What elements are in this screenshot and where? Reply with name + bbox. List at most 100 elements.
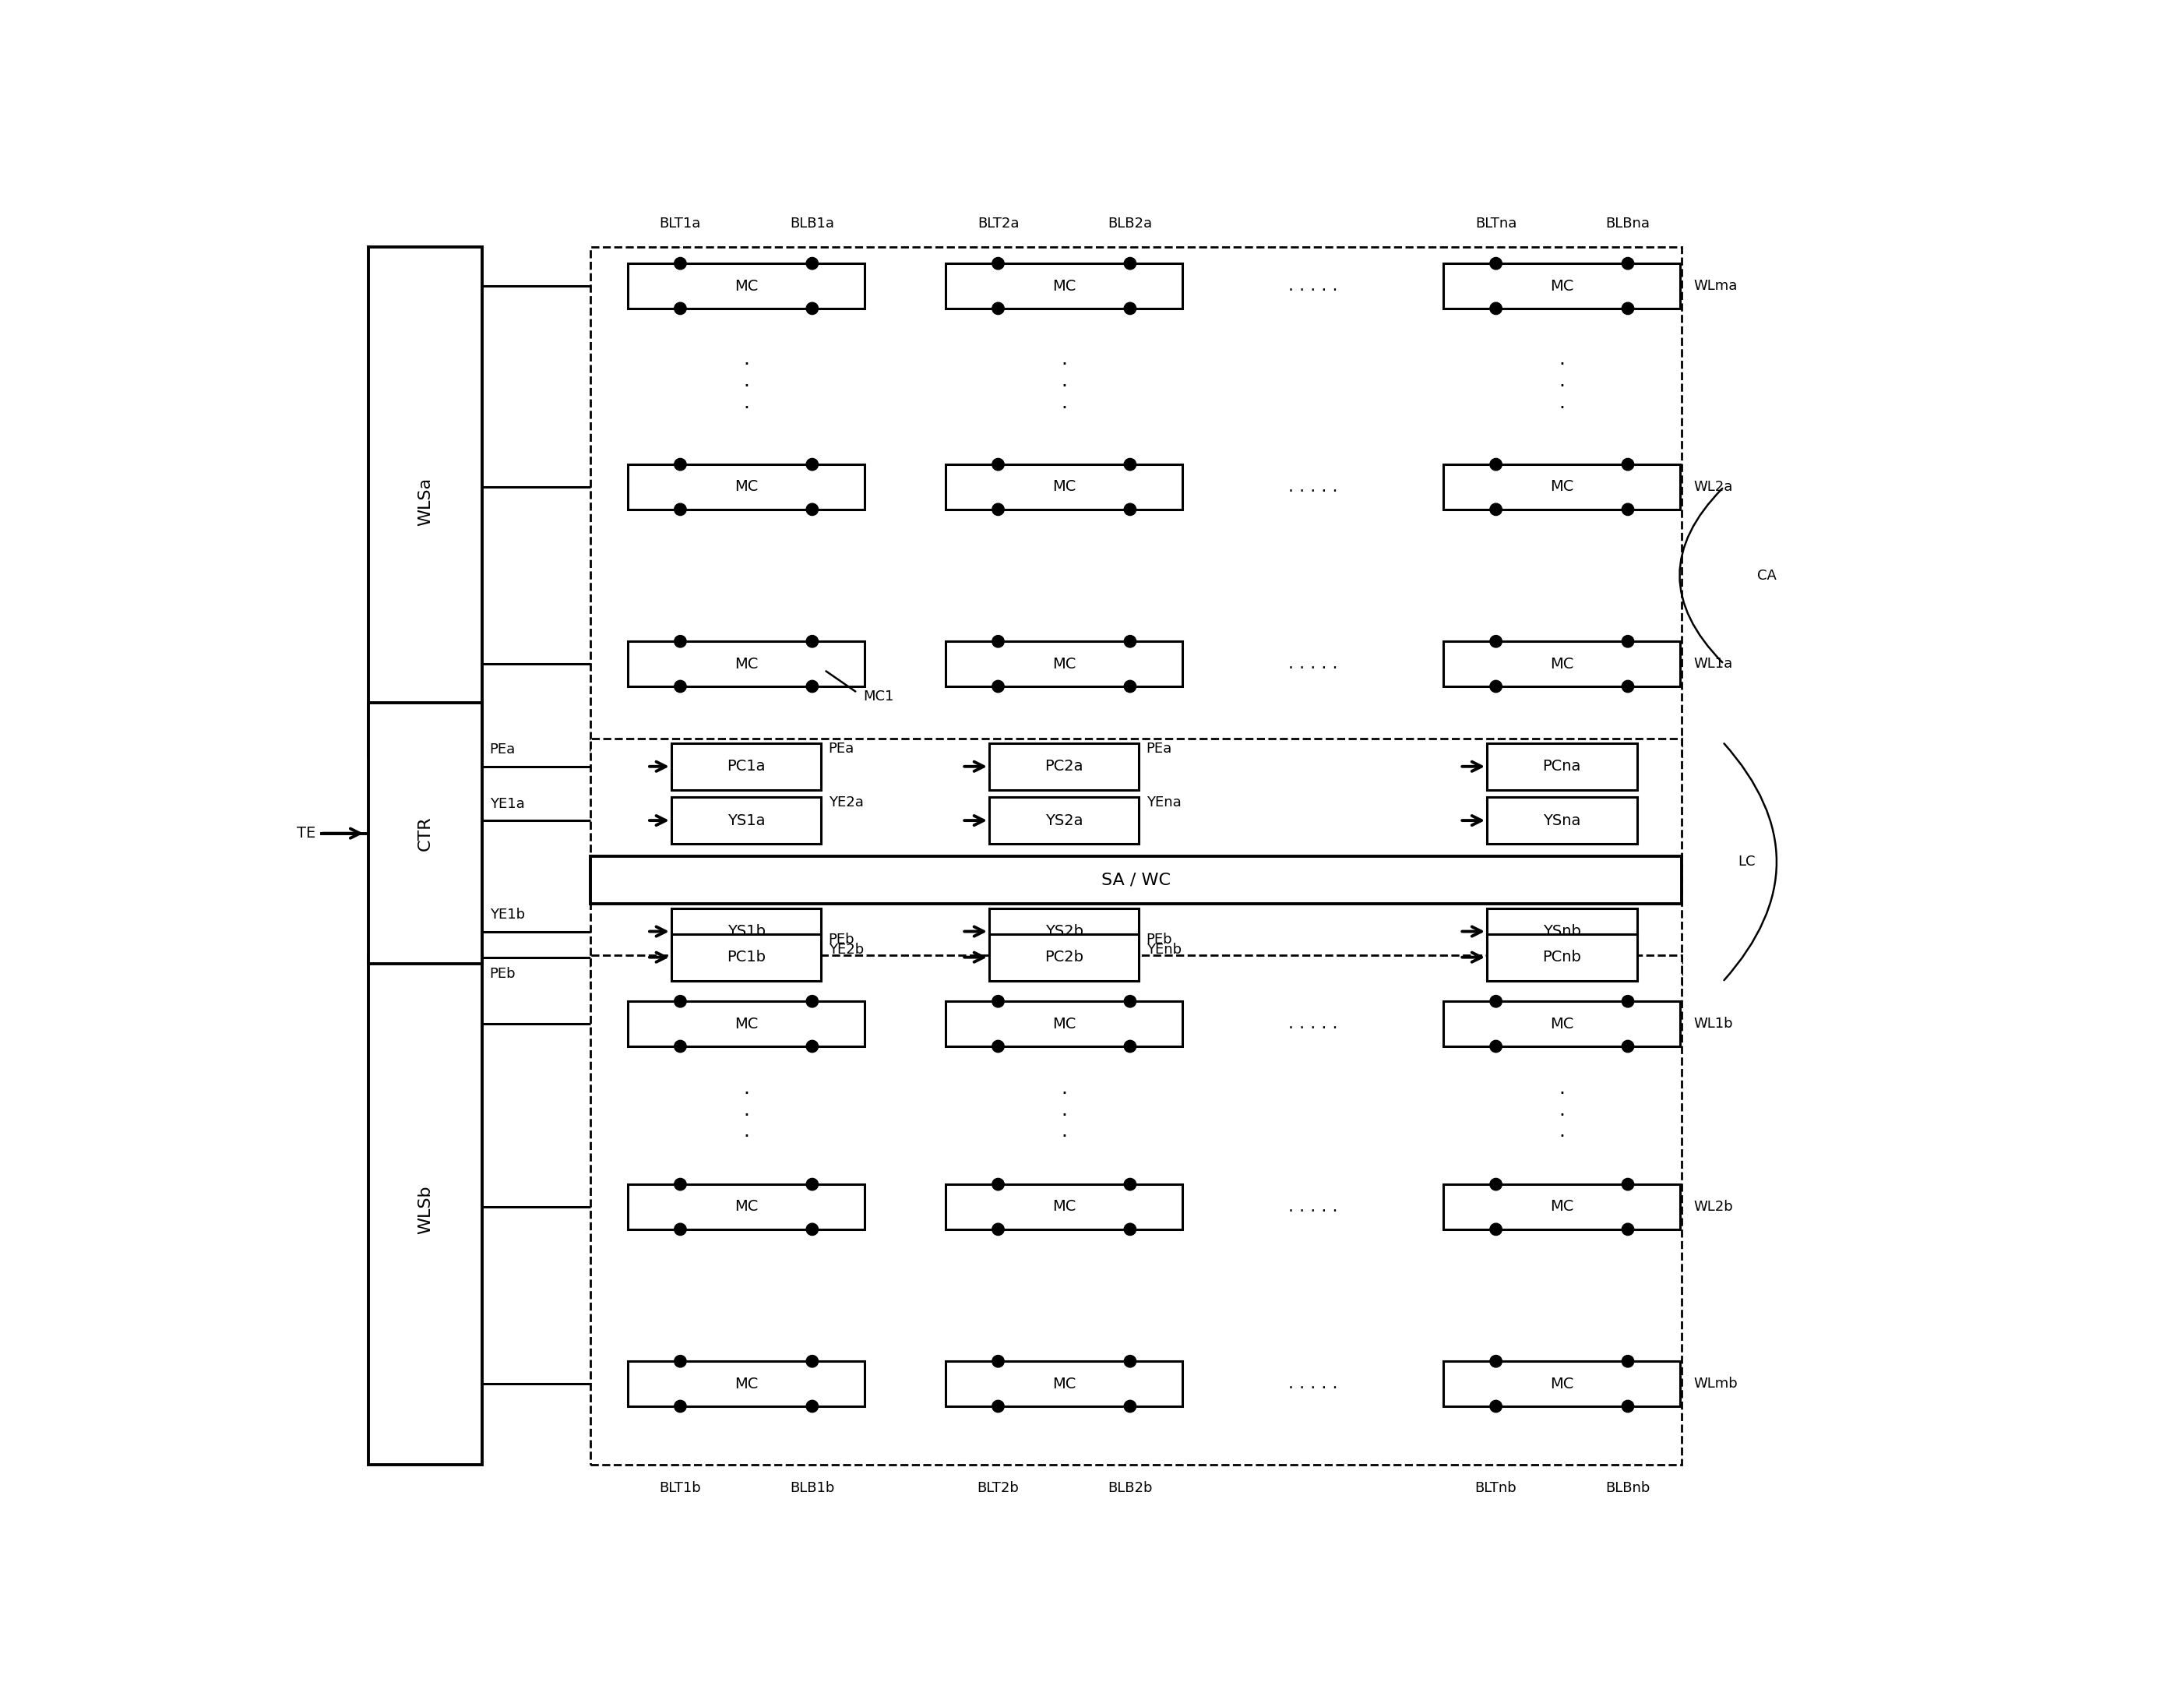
Circle shape — [1489, 503, 1503, 515]
Bar — [590, 955, 1682, 1464]
Text: WLSb: WLSb — [417, 1185, 432, 1234]
Bar — [670, 743, 821, 791]
Bar — [627, 1001, 865, 1046]
Bar — [1487, 743, 1636, 791]
Circle shape — [1125, 1178, 1136, 1190]
Text: PCna: PCna — [1542, 758, 1581, 774]
Circle shape — [675, 995, 686, 1007]
Text: BLBna: BLBna — [1605, 217, 1651, 230]
Bar — [627, 1361, 865, 1407]
Text: BLTna: BLTna — [1474, 217, 1516, 230]
Text: ·
·
·: · · · — [1559, 356, 1566, 418]
Text: . . . . .: . . . . . — [1289, 1016, 1339, 1031]
Circle shape — [675, 257, 686, 269]
Text: . . . . .: . . . . . — [1289, 1376, 1339, 1392]
Bar — [670, 935, 821, 980]
Circle shape — [806, 995, 819, 1007]
Bar — [946, 264, 1182, 308]
Bar — [369, 703, 483, 963]
Text: PC2b: PC2b — [1044, 950, 1083, 965]
Circle shape — [1623, 1356, 1634, 1368]
Circle shape — [992, 1224, 1005, 1236]
Bar — [1444, 1361, 1679, 1407]
Circle shape — [1623, 635, 1634, 647]
Text: WL2a: WL2a — [1695, 479, 1734, 494]
Circle shape — [1125, 303, 1136, 315]
Bar — [989, 907, 1140, 955]
Circle shape — [1623, 681, 1634, 692]
Circle shape — [1623, 459, 1634, 471]
Text: MC: MC — [1551, 479, 1575, 494]
Circle shape — [1623, 1224, 1634, 1236]
Circle shape — [1489, 1040, 1503, 1053]
Text: YEnb: YEnb — [1147, 943, 1182, 957]
Circle shape — [992, 503, 1005, 515]
Text: ·
·
·: · · · — [743, 1084, 749, 1146]
Circle shape — [675, 1356, 686, 1368]
Text: WL2b: WL2b — [1695, 1200, 1734, 1214]
Circle shape — [1125, 1224, 1136, 1236]
Text: TE: TE — [297, 826, 314, 841]
Text: PC1a: PC1a — [727, 758, 767, 774]
Text: PC1b: PC1b — [727, 950, 767, 965]
Text: YSnb: YSnb — [1542, 924, 1581, 940]
Circle shape — [806, 503, 819, 515]
Text: MC: MC — [734, 1376, 758, 1392]
Text: CTR: CTR — [417, 816, 432, 852]
Text: PEb: PEb — [828, 933, 854, 946]
Text: WL1a: WL1a — [1695, 657, 1732, 670]
Bar — [590, 857, 1682, 904]
Text: BLB1b: BLB1b — [791, 1481, 834, 1495]
Circle shape — [1623, 257, 1634, 269]
Circle shape — [1489, 995, 1503, 1007]
Text: MC1: MC1 — [863, 689, 893, 704]
Text: ·
·
·: · · · — [1559, 1084, 1566, 1146]
Text: YEna: YEna — [1147, 796, 1182, 809]
Text: ·
·
·: · · · — [743, 356, 749, 418]
Text: PEa: PEa — [828, 742, 854, 755]
Bar — [1487, 907, 1636, 955]
Text: BLB1a: BLB1a — [791, 217, 834, 230]
Circle shape — [992, 995, 1005, 1007]
Text: YE1a: YE1a — [489, 797, 524, 811]
Text: BLT2a: BLT2a — [976, 217, 1020, 230]
Bar — [627, 464, 865, 510]
Text: WLma: WLma — [1695, 279, 1738, 293]
Bar — [946, 642, 1182, 686]
Circle shape — [675, 1178, 686, 1190]
Text: CA: CA — [1756, 569, 1776, 582]
Text: YE2b: YE2b — [828, 943, 863, 957]
Circle shape — [806, 1224, 819, 1236]
Bar — [1444, 1001, 1679, 1046]
Text: YE2a: YE2a — [828, 796, 863, 809]
Bar — [670, 907, 821, 955]
Bar — [946, 464, 1182, 510]
Circle shape — [806, 1356, 819, 1368]
Circle shape — [992, 303, 1005, 315]
Circle shape — [1623, 303, 1634, 315]
Circle shape — [675, 303, 686, 315]
Circle shape — [675, 459, 686, 471]
Bar — [1487, 935, 1636, 980]
Circle shape — [806, 1400, 819, 1412]
Bar — [369, 247, 483, 757]
Text: LC: LC — [1738, 855, 1756, 869]
Text: PEb: PEb — [1147, 933, 1173, 946]
Circle shape — [1489, 1178, 1503, 1190]
Bar — [627, 1185, 865, 1229]
Bar — [989, 935, 1140, 980]
Circle shape — [1623, 1040, 1634, 1053]
Circle shape — [806, 681, 819, 692]
Text: YE1b: YE1b — [489, 907, 524, 921]
Circle shape — [675, 1040, 686, 1053]
Bar — [989, 743, 1140, 791]
Text: YS2a: YS2a — [1046, 813, 1083, 828]
Bar — [627, 642, 865, 686]
Circle shape — [1125, 459, 1136, 471]
Text: PCnb: PCnb — [1542, 950, 1581, 965]
Text: BLTnb: BLTnb — [1474, 1481, 1518, 1495]
Text: WLmb: WLmb — [1695, 1376, 1738, 1392]
Text: . . . . .: . . . . . — [1289, 1199, 1339, 1214]
Circle shape — [992, 257, 1005, 269]
Text: MC: MC — [1053, 1199, 1077, 1214]
